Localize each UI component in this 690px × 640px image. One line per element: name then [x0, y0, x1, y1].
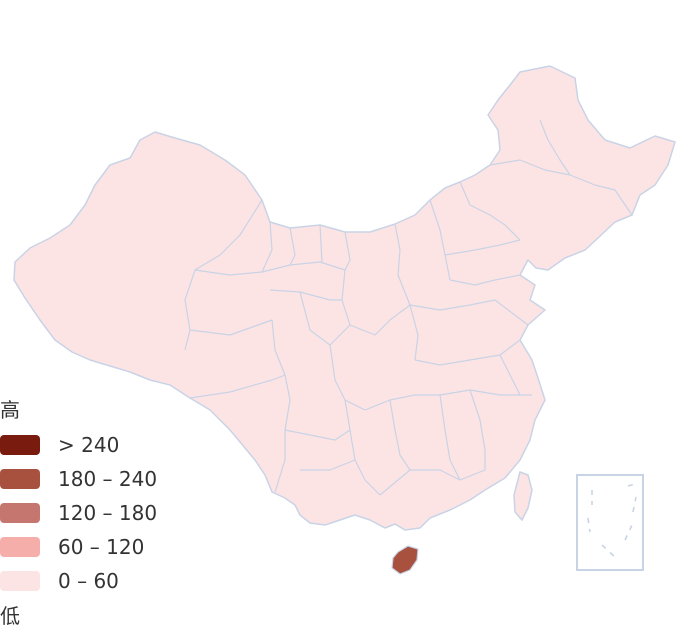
legend-label: 60 – 120 — [58, 535, 145, 559]
legend-swatch — [0, 469, 40, 489]
legend-low-label: 低 — [0, 604, 20, 628]
legend-item-180-240[interactable]: 180 – 240 — [0, 462, 200, 496]
legend-label: 0 – 60 — [58, 569, 119, 593]
legend-label: 120 – 180 — [58, 501, 158, 525]
legend-item-60-120[interactable]: 60 – 120 — [0, 530, 200, 564]
legend-swatch — [0, 503, 40, 523]
taiwan-region[interactable] — [513, 471, 533, 522]
legend-label: > 240 — [58, 433, 120, 457]
legend-high-label: 高 — [0, 398, 20, 422]
legend-swatch — [0, 571, 40, 591]
legend-item-120-180[interactable]: 120 – 180 — [0, 496, 200, 530]
hainan-region[interactable] — [391, 545, 419, 575]
south-china-sea-inset — [576, 474, 644, 571]
province-borders — [184, 119, 633, 496]
legend-swatch — [0, 435, 40, 455]
legend-item-over-240[interactable]: > 240 — [0, 428, 200, 462]
legend-label: 180 – 240 — [58, 467, 158, 491]
map-legend: 高 > 240 180 – 240 120 – 180 60 – 120 0 –… — [0, 398, 200, 628]
legend-swatch — [0, 537, 40, 557]
legend-item-0-60[interactable]: 0 – 60 — [0, 564, 200, 598]
mainland-region[interactable] — [13, 65, 676, 531]
